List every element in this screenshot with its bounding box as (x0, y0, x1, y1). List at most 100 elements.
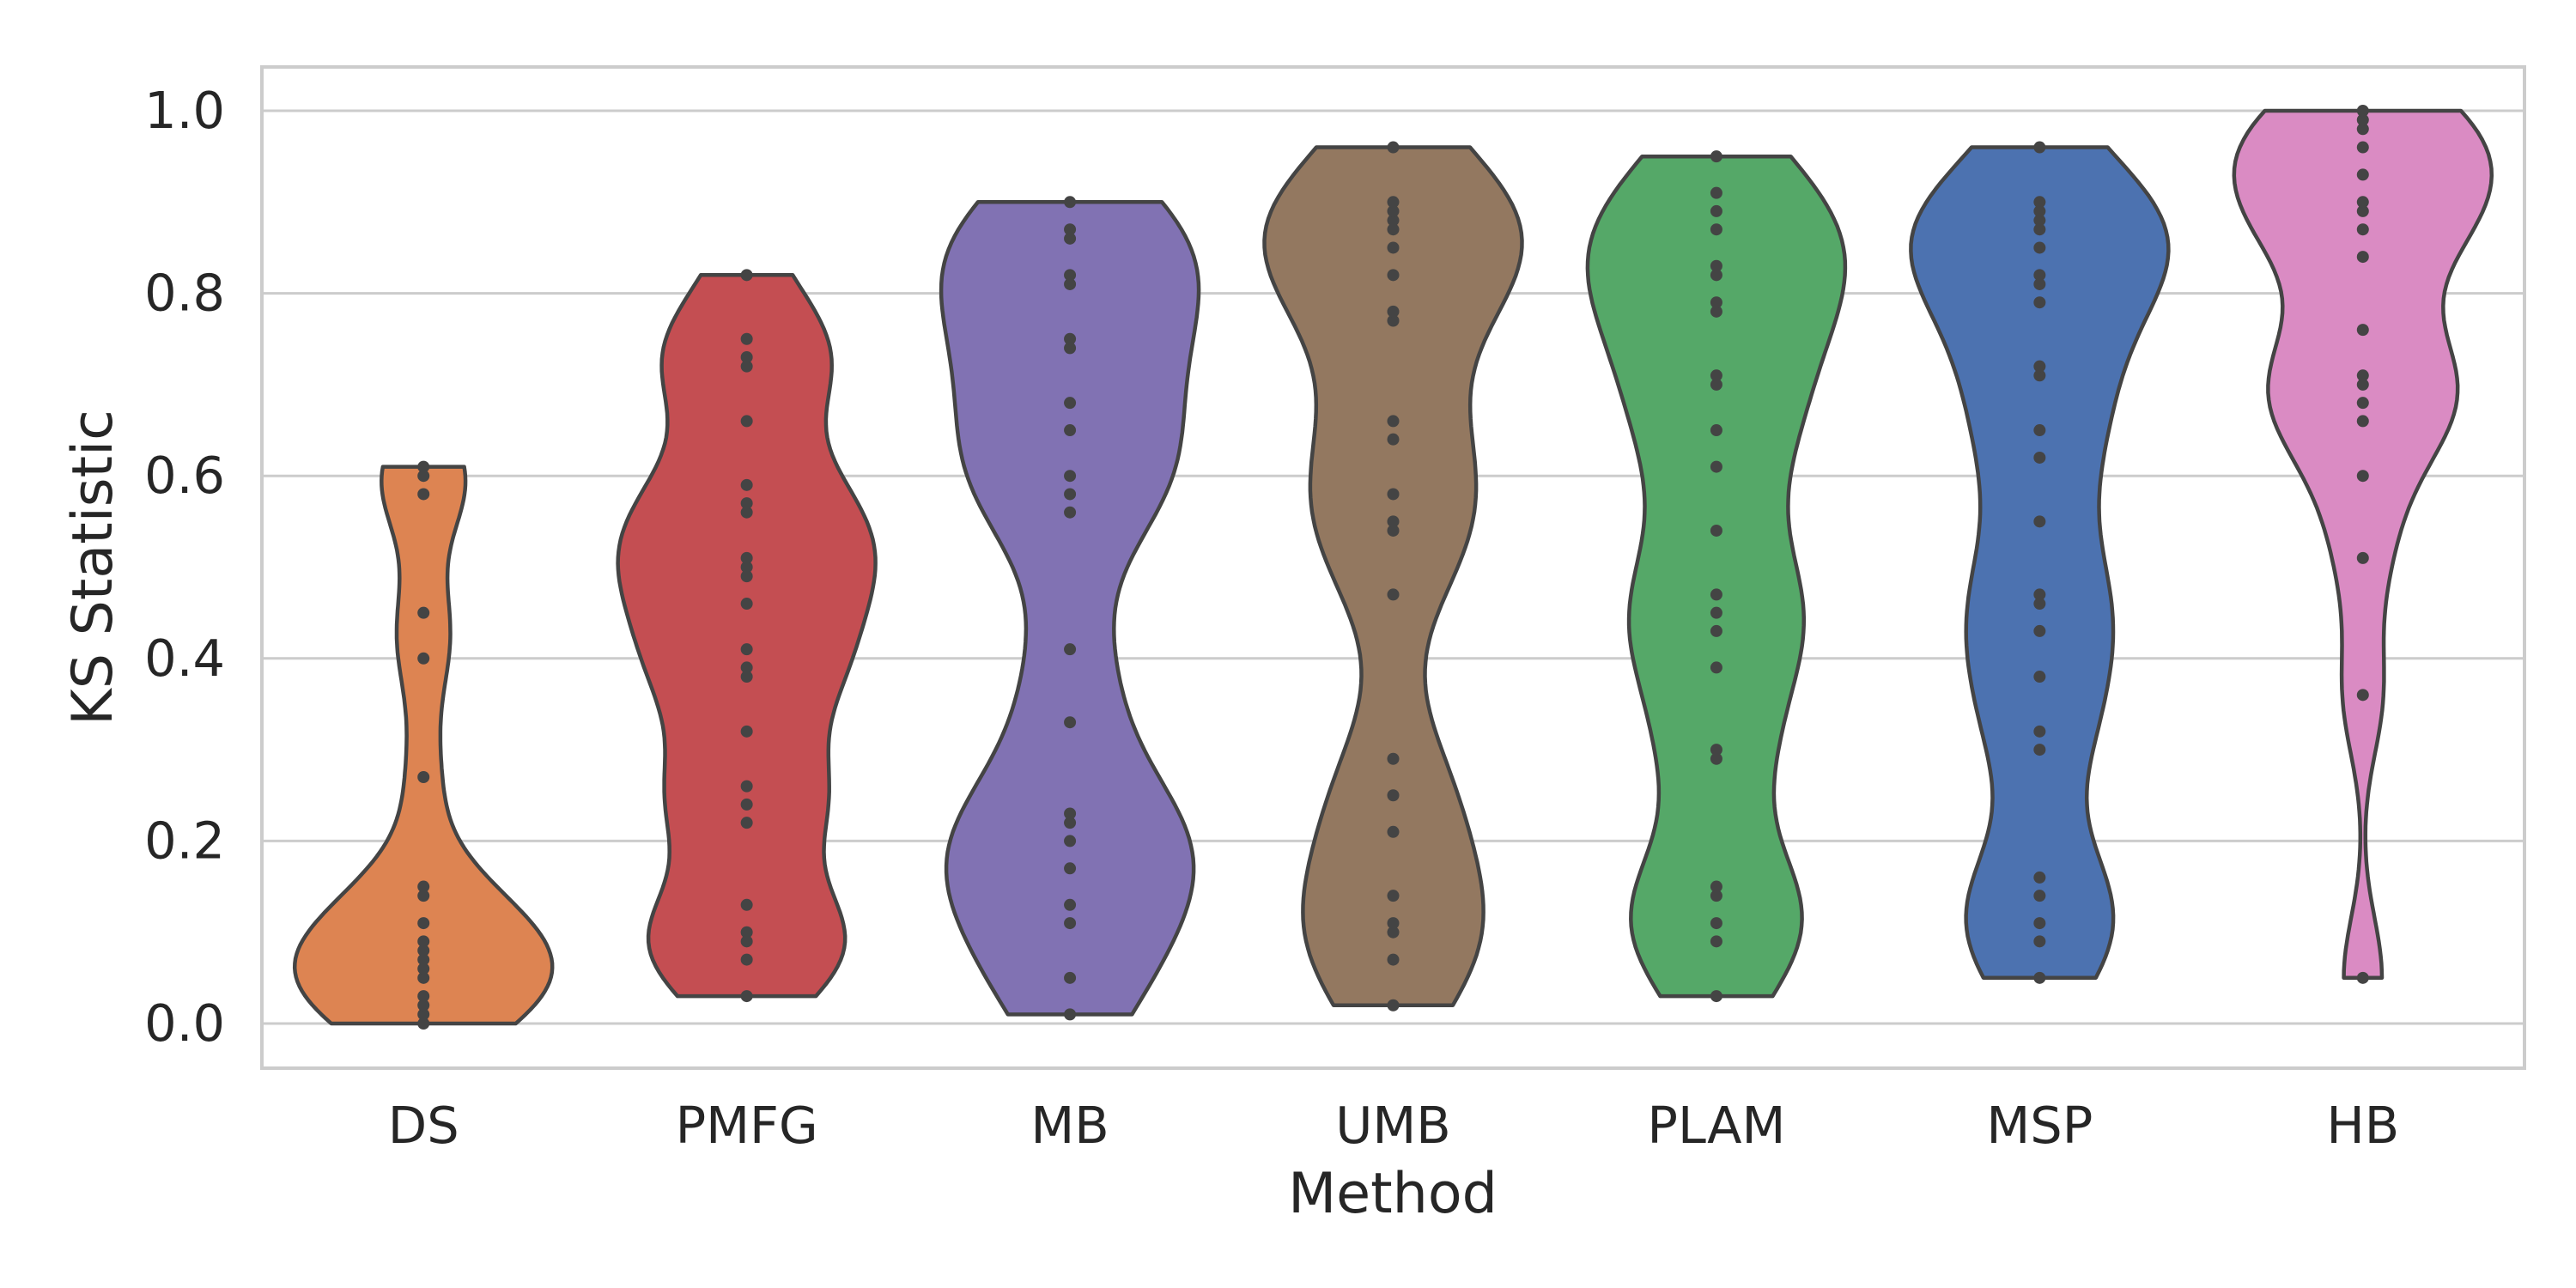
violin-plam (1585, 154, 1848, 999)
data-point (1064, 232, 1077, 245)
violin-msp (1909, 145, 2171, 981)
data-point (740, 561, 753, 574)
x-tick-label: PMFG (676, 1096, 818, 1155)
data-point (2033, 241, 2046, 254)
data-point (2356, 168, 2369, 181)
violin-hb (2232, 108, 2494, 981)
data-point (2033, 360, 2046, 373)
data-point (1710, 917, 1722, 930)
y-tick-label: 1.0 (144, 81, 225, 140)
data-point (740, 780, 753, 793)
data-point (417, 1018, 430, 1030)
data-point (2033, 269, 2046, 282)
data-point (740, 725, 753, 738)
data-point (2356, 105, 2369, 117)
data-point (1064, 196, 1077, 209)
x-axis-title: Method (1288, 1162, 1498, 1226)
plot-frame (260, 65, 2526, 1070)
x-tick-label: UMB (1335, 1096, 1451, 1155)
data-point (417, 890, 430, 902)
data-point (1710, 369, 1722, 382)
data-point (2356, 123, 2369, 136)
data-point (740, 926, 753, 939)
data-point (1387, 415, 1400, 428)
data-point (2356, 204, 2369, 217)
data-point (417, 944, 430, 957)
x-tick-label: MSP (1986, 1096, 2093, 1155)
data-point (2356, 689, 2369, 702)
data-point (417, 606, 430, 619)
data-point (1064, 424, 1077, 437)
data-point (740, 898, 753, 911)
data-point (1064, 488, 1077, 501)
data-point (740, 332, 753, 345)
violin-mb (939, 200, 1201, 1017)
data-point (1387, 241, 1400, 254)
data-point (1387, 999, 1400, 1012)
data-point (1710, 606, 1722, 619)
data-point (740, 935, 753, 948)
data-point (740, 506, 753, 519)
data-point (1710, 752, 1722, 765)
data-point (2033, 515, 2046, 528)
data-point (1387, 825, 1400, 838)
data-point (1387, 789, 1400, 802)
data-point (1710, 460, 1722, 473)
data-point (1064, 277, 1077, 290)
data-point (1064, 817, 1077, 829)
data-point (1710, 661, 1722, 674)
data-point (740, 643, 753, 656)
data-point (1387, 214, 1400, 227)
data-point (1064, 470, 1077, 483)
data-point (2356, 141, 2369, 154)
data-point (1710, 150, 1722, 163)
data-point (2356, 551, 2369, 564)
data-point (1387, 223, 1400, 236)
data-point (2033, 223, 2046, 236)
data-point (2033, 588, 2046, 601)
data-point (740, 269, 753, 282)
data-point (417, 990, 430, 1003)
data-point (417, 935, 430, 948)
data-point (1710, 296, 1722, 309)
data-point (740, 478, 753, 491)
x-tick-label: HB (2326, 1096, 2399, 1155)
data-point (1387, 890, 1400, 902)
data-point (740, 817, 753, 829)
data-point (1710, 204, 1722, 217)
data-point (2033, 624, 2046, 637)
data-point (1387, 141, 1400, 154)
data-point (2356, 397, 2369, 410)
data-point (2033, 451, 2046, 464)
y-tick-label: 0.6 (144, 446, 225, 505)
data-point (2033, 971, 2046, 984)
data-point (417, 971, 430, 984)
y-axis-title: KS Statistic (61, 410, 125, 726)
data-point (1387, 314, 1400, 327)
data-point (1064, 332, 1077, 345)
data-point (1710, 588, 1722, 601)
data-point (1387, 305, 1400, 318)
data-point (2033, 296, 2046, 309)
data-point (417, 770, 430, 783)
data-point (1064, 643, 1077, 656)
data-point (740, 598, 753, 611)
data-point (2033, 725, 2046, 738)
data-point (2033, 917, 2046, 930)
data-point (417, 1008, 430, 1021)
y-tick-label: 0.4 (144, 629, 225, 688)
data-point (2356, 415, 2369, 428)
data-point (1387, 204, 1400, 217)
data-point (2356, 196, 2369, 209)
data-point (740, 990, 753, 1003)
data-point (2033, 424, 2046, 437)
data-point (2356, 251, 2369, 264)
data-point (1710, 223, 1722, 236)
data-point (1710, 424, 1722, 437)
y-tick-label: 0.2 (144, 811, 225, 870)
data-point (1387, 752, 1400, 765)
data-point (1064, 835, 1077, 848)
data-point (417, 460, 430, 473)
data-point (740, 671, 753, 683)
